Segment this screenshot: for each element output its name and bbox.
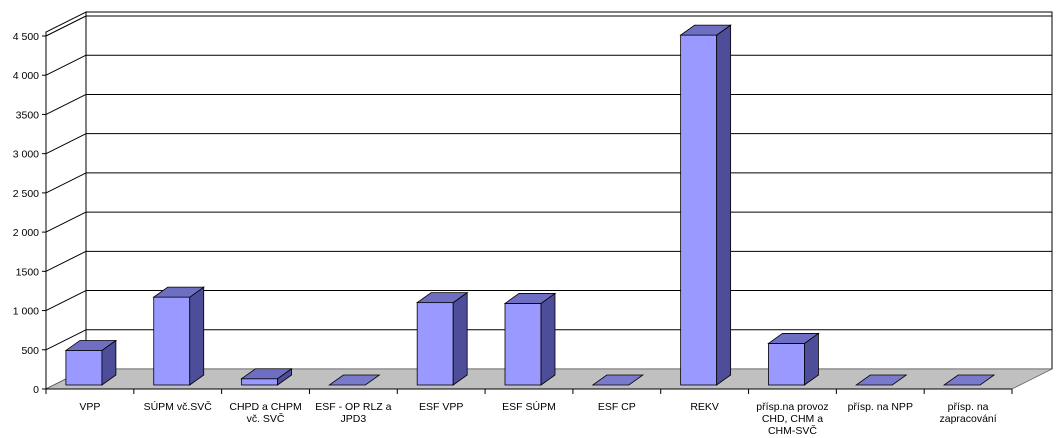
bar-front	[416, 302, 454, 386]
bar-3	[240, 367, 293, 386]
y-tick-label: 4 000	[13, 70, 39, 82]
bar-2	[152, 286, 205, 386]
y-tick-label: 3500	[16, 109, 40, 121]
y-tick-label: 1 000	[13, 306, 39, 318]
x-tick-label: přísp.na provoz CHD, CHM a CHM-SVČ	[756, 401, 828, 437]
gridline-side	[45, 329, 87, 351]
y-tick-label: 4 500	[13, 31, 39, 43]
gridline-side	[45, 133, 87, 155]
bar-front	[504, 303, 542, 386]
bar-side	[189, 286, 205, 386]
bars	[64, 24, 996, 386]
y-tick-label: 0	[33, 384, 39, 396]
y-axis-ticks: 0 500 1 000 1500 2 000 2 500 3 000 3500 4 000 4 5…	[13, 31, 46, 396]
y-tick-label: 500	[21, 345, 39, 357]
x-tick-label: VPP	[79, 401, 100, 413]
x-tick-label: SÚPM vč.SVČ	[144, 400, 213, 413]
bar-top	[942, 374, 996, 386]
bar-6	[503, 292, 557, 386]
bar-top	[64, 340, 118, 351]
back-wall	[85, 11, 1053, 370]
x-tick-label: ESF CP	[598, 401, 636, 413]
gridlines	[45, 15, 1052, 351]
bar-1	[64, 339, 118, 386]
gridline-side	[45, 54, 87, 76]
bar-front	[241, 378, 278, 386]
bar-11	[942, 374, 996, 386]
y-tick-label: 3 000	[13, 149, 39, 161]
x-axis-ticks: VPP SÚPM vč.SVČ CHPD a CHPM vč. SVČ ESF - OP…	[45, 389, 1013, 437]
bar-front	[65, 350, 103, 386]
x-tick-label: ESF VPP	[419, 401, 463, 413]
bar-top	[415, 292, 469, 304]
y-tick-label: 2 000	[13, 227, 39, 239]
x-tick-label: CHPD a CHPM vč. SVČ	[229, 401, 301, 425]
bar-9	[767, 332, 820, 386]
gridline-side	[45, 93, 87, 115]
bar-8	[679, 24, 732, 386]
gridline-side	[45, 250, 87, 272]
x-tick-label: přísp. na NPP	[848, 401, 913, 413]
bar-5	[415, 291, 469, 386]
bar-top	[855, 374, 908, 386]
y-tick-label: 2 500	[13, 188, 39, 200]
bar-side	[716, 24, 732, 386]
gridline-side	[45, 211, 87, 233]
axes	[45, 32, 1012, 390]
bar-top	[328, 374, 381, 386]
bar-7	[591, 374, 645, 386]
bar-top	[503, 293, 557, 304]
y-tick-label: 1500	[16, 266, 40, 278]
bar-top	[679, 24, 732, 36]
x-tick-label: přísp. na zapracování	[939, 401, 996, 425]
bar-side	[452, 291, 468, 386]
bar-side	[540, 292, 556, 386]
x-tick-label: ESF - OP RLZ a JPD3	[315, 401, 391, 425]
bar-top	[152, 286, 205, 298]
gridline-side	[45, 172, 87, 194]
bar-top	[591, 374, 645, 386]
bar-top	[767, 333, 820, 344]
gridline-side	[45, 15, 87, 37]
bar-4	[328, 374, 381, 386]
bar-front	[153, 296, 191, 386]
bar-10	[855, 374, 908, 386]
bar-front	[768, 343, 805, 386]
bar-top	[240, 368, 293, 380]
chart-walls	[45, 11, 1053, 390]
x-tick-label: ESF SÚPM	[502, 400, 556, 413]
bar-front	[680, 34, 718, 386]
gridline-side	[45, 290, 87, 312]
x-tick-label: REKV	[690, 401, 719, 413]
